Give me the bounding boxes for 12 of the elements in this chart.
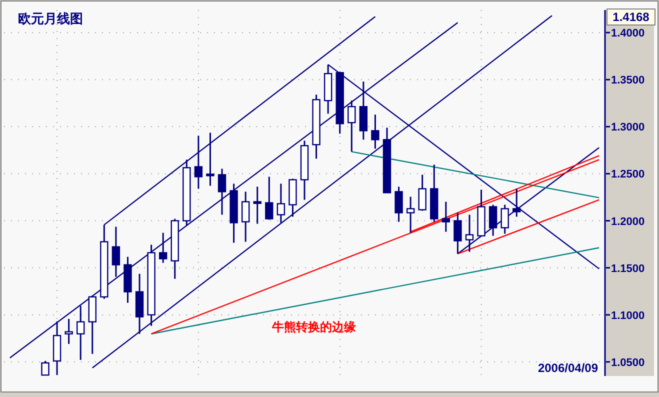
y-tick-label: 1.2500 xyxy=(611,168,645,181)
annotation: 2006/04/09 xyxy=(538,361,598,375)
annotation: 牛熊转换的边缘 xyxy=(271,320,356,334)
y-tick-label: 1.2000 xyxy=(611,216,645,228)
y-tick-label: 1.3000 xyxy=(611,122,645,134)
y-tick-label: 1.1500 xyxy=(611,262,645,275)
y-tick-label: 1.4000 xyxy=(611,28,645,40)
chart-title: 欧元月线图 xyxy=(18,11,83,26)
y-tick-label: 1.0500 xyxy=(611,356,645,369)
y-tick-label: 1.1000 xyxy=(611,310,645,322)
text: 1.4168 xyxy=(612,10,650,24)
y-tick-label: 1.3500 xyxy=(611,74,645,87)
